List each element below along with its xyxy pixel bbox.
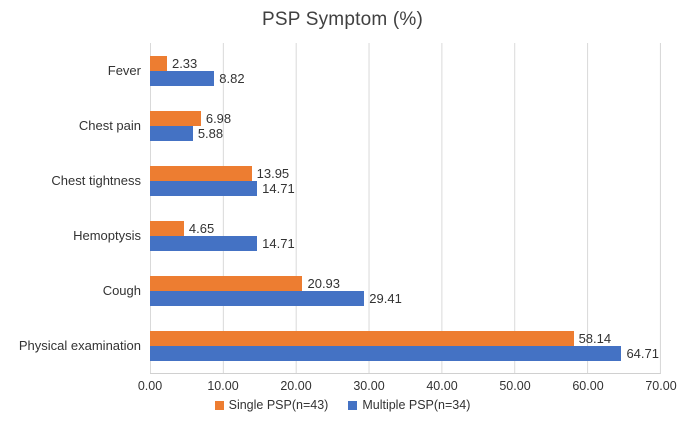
category-label-chest-tightness: Chest tightness (51, 173, 141, 188)
category-label-physical-examination: Physical examination (18, 338, 141, 353)
x-tick-label-40.00: 40.00 (426, 379, 458, 393)
legend-item-single: Single PSP(n=43) (214, 398, 329, 412)
bar-line-single-fever: 2.33 (150, 55, 660, 71)
category-row-chest-pain: 6.98 5.88 (150, 98, 660, 153)
bar-multiple-chest-tightness (150, 180, 258, 196)
legend-swatch-single-icon (214, 400, 224, 410)
bar-line-multiple-fever: 8.82 (150, 70, 660, 86)
bar-line-single-hemoptysis: 4.65 (150, 220, 660, 236)
legend: Single PSP(n=43) Multiple PSP(n=34) (0, 398, 685, 412)
category-label-chest-pain: Chest pain (78, 118, 141, 133)
bar-multiple-hemoptysis (150, 235, 258, 251)
category-label-cough: Cough (102, 283, 141, 298)
bar-line-single-physical-examination: 58.14 (150, 330, 660, 346)
bar-line-multiple-physical-examination: 64.71 (150, 345, 660, 361)
value-label-multiple-cough: 29.41 (369, 290, 402, 306)
chart-body: Fever Chest pain Chest tightness Hemoptysis… (0, 43, 685, 374)
value-label-single-chest-tightness: 13.95 (256, 165, 290, 181)
bar-line-multiple-cough: 29.41 (150, 290, 660, 306)
category-label-fever: Fever (107, 63, 141, 78)
bar-single-hemoptysis (150, 220, 184, 236)
value-label-multiple-chest-tightness: 14.71 (262, 180, 295, 196)
x-tick-label-70.00: 70.00 (645, 379, 677, 393)
bar-single-cough (150, 275, 303, 291)
value-label-multiple-physical-examination: 64.71 (626, 345, 659, 361)
x-tick-label-0.00: 0.00 (137, 379, 163, 393)
value-label-multiple-chest-pain: 5.88 (197, 125, 224, 141)
bar-multiple-fever (150, 70, 215, 86)
x-tick-label-60.00: 60.00 (572, 379, 604, 393)
legend-label-multiple: Multiple PSP(n=34) (362, 398, 471, 412)
value-label-multiple-fever: 8.82 (219, 70, 245, 86)
value-label-single-fever: 2.33 (171, 55, 198, 71)
category-row-chest-tightness: 13.95 14.71 (150, 153, 660, 208)
x-tick-label-50.00: 50.00 (499, 379, 531, 393)
value-label-single-physical-examination: 58.14 (578, 330, 612, 346)
bar-line-single-chest-tightness: 13.95 (150, 165, 660, 181)
legend-swatch-multiple-icon (348, 400, 358, 410)
bar-multiple-physical-examination (150, 345, 622, 361)
bar-single-chest-tightness (150, 165, 252, 181)
y-axis-labels: Fever Chest pain Chest tightness Hemoptysis… (0, 43, 150, 374)
value-label-single-chest-pain: 6.98 (205, 110, 232, 126)
category-row-fever: 2.33 8.82 (150, 43, 660, 98)
bar-line-multiple-chest-pain: 5.88 (150, 125, 660, 141)
plot-area: 2.33 8.82 6.98 5.88 13.95 14.71 4.65 14.71 20.93… (150, 43, 661, 374)
bar-single-chest-pain (150, 110, 201, 126)
category-row-cough: 20.93 29.41 (150, 263, 660, 318)
value-label-multiple-hemoptysis: 14.71 (262, 235, 295, 251)
bar-multiple-chest-pain (150, 125, 193, 141)
x-tick-label-20.00: 20.00 (280, 379, 312, 393)
bar-line-single-cough: 20.93 (150, 275, 660, 291)
x-tick-label-10.00: 10.00 (207, 379, 239, 393)
category-row-hemoptysis: 4.65 14.71 (150, 208, 660, 263)
x-tick-label-30.00: 30.00 (353, 379, 385, 393)
bar-line-single-chest-pain: 6.98 (150, 110, 660, 126)
bar-line-multiple-chest-tightness: 14.71 (150, 180, 660, 196)
category-label-hemoptysis: Hemoptysis (73, 228, 141, 243)
chart-title: PSP Symptom (%) (261, 9, 424, 30)
category-row-physical-examination: 58.14 64.71 (150, 318, 660, 373)
bar-line-multiple-hemoptysis: 14.71 (150, 235, 660, 251)
x-axis-labels: 0.00 10.00 20.00 30.00 40.00 50.00 60.00 70.00 (138, 374, 677, 396)
value-label-single-cough: 20.93 (307, 275, 341, 291)
value-label-single-hemoptysis: 4.65 (188, 220, 215, 236)
bar-multiple-cough (150, 290, 365, 306)
bar-single-fever (150, 55, 167, 71)
bar-single-physical-examination (150, 330, 574, 346)
legend-item-multiple: Multiple PSP(n=34) (348, 398, 470, 412)
legend-label-single: Single PSP(n=43) (228, 398, 329, 412)
